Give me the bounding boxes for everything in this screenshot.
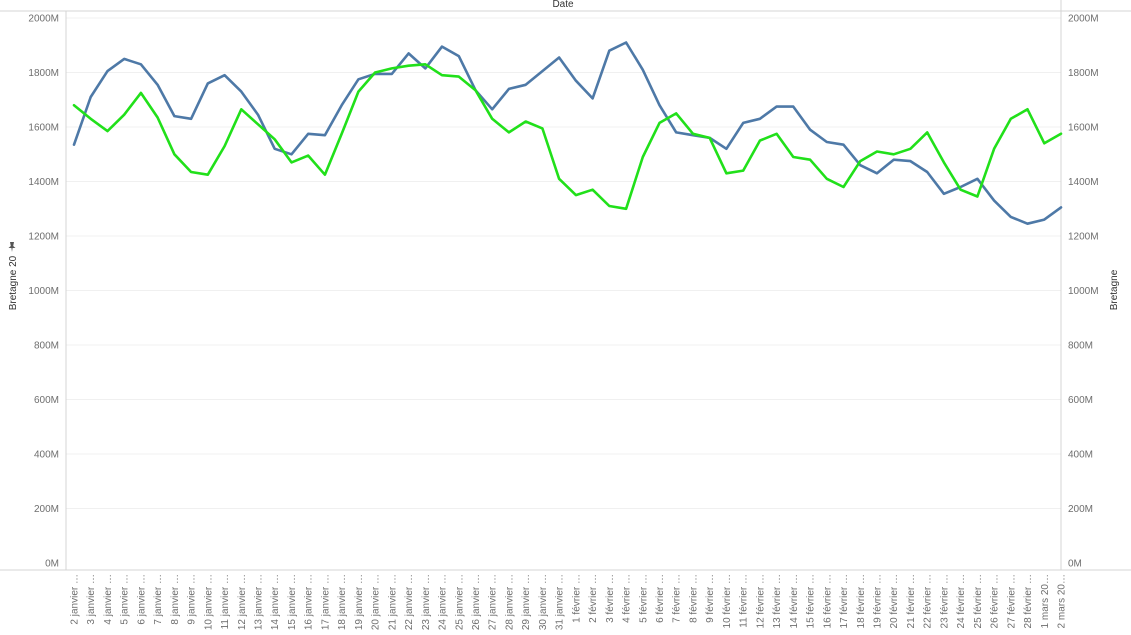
x-tick-label: 2 mars 20… <box>1057 574 1068 628</box>
left-y-tick-label: 600M <box>34 395 59 406</box>
left-y-tick-label: 400M <box>34 450 59 461</box>
x-tick-label: 17 janvier … <box>320 574 331 630</box>
x-tick-label: 6 janvier … <box>136 574 147 625</box>
x-tick-label: 28 janvier … <box>504 574 515 630</box>
right-y-tick-label: 1400M <box>1068 177 1099 188</box>
right-y-tick-label: 800M <box>1068 341 1093 352</box>
x-tick-label: 4 février … <box>622 574 633 623</box>
right-y-tick-label: 2000M <box>1068 14 1099 25</box>
x-tick-label: 20 janvier … <box>371 574 382 630</box>
x-tick-label: 2 février … <box>588 574 599 623</box>
x-tick-label: 19 février … <box>873 574 884 628</box>
x-tick-label: 8 janvier … <box>170 574 181 625</box>
x-tick-label: 16 février … <box>822 574 833 628</box>
x-tick-label: 23 janvier … <box>421 574 432 630</box>
x-tick-label: 4 janvier … <box>103 574 114 625</box>
right-y-tick-label: 600M <box>1068 395 1093 406</box>
x-tick-label: 24 janvier … <box>438 574 449 630</box>
x-tick-label: 26 janvier … <box>471 574 482 630</box>
x-tick-label: 5 février … <box>638 574 649 623</box>
x-tick-label: 14 février … <box>789 574 800 628</box>
x-tick-label: 16 janvier … <box>304 574 315 630</box>
series-line-1[interactable] <box>72 41 1063 225</box>
x-tick-label: 17 février … <box>839 574 850 628</box>
left-y-tick-label: 1400M <box>28 177 59 188</box>
right-y-tick-label: 200M <box>1068 504 1093 515</box>
x-tick-label: 24 février … <box>956 574 967 628</box>
right-y-tick-label: 1800M <box>1068 68 1099 79</box>
x-tick-label: 11 janvier … <box>220 574 231 629</box>
column-header-title[interactable]: Date <box>552 0 574 10</box>
right-axis-title[interactable]: Bretagne <box>1109 269 1120 310</box>
left-y-tick-label: 2000M <box>28 14 59 25</box>
left-axis-title-group[interactable]: Bretagne 20 <box>8 242 19 310</box>
x-tick-label: 20 février … <box>889 574 900 628</box>
x-tick-label: 7 février … <box>672 574 683 623</box>
x-tick-label: 22 janvier … <box>404 574 415 630</box>
left-y-tick-label: 1200M <box>28 232 59 243</box>
x-tick-label: 27 février … <box>1006 574 1017 628</box>
x-tick-label: 2 janvier … <box>70 574 81 625</box>
x-tick-label: 25 janvier … <box>454 574 465 630</box>
x-tick-label: 13 janvier … <box>254 574 265 630</box>
x-tick-label: 8 février … <box>689 574 700 623</box>
x-tick-label: 29 janvier … <box>521 574 532 630</box>
x-tick-label: 15 février … <box>806 574 817 628</box>
left-y-tick-label: 1000M <box>28 286 59 297</box>
x-tick-label: 9 janvier … <box>187 574 198 625</box>
x-tick-label: 13 février … <box>772 574 783 628</box>
x-tick-label: 25 février … <box>973 574 984 628</box>
left-axis-title[interactable]: Bretagne 20 <box>8 255 19 310</box>
x-tick-label: 18 janvier … <box>337 574 348 630</box>
right-y-tick-label: 1000M <box>1068 286 1099 297</box>
x-tick-label: 3 février … <box>605 574 616 623</box>
axis-lines <box>0 0 1131 571</box>
x-tick-label: 9 février … <box>705 574 716 623</box>
x-tick-label: 30 janvier … <box>538 574 549 630</box>
x-tick-label: 19 janvier … <box>354 574 365 630</box>
gridlines <box>66 17 1061 509</box>
x-tick-label: 12 février … <box>755 574 766 628</box>
x-axis-ticks: 2 janvier … 3 janvier … 4 janvier … 5 janvi… <box>70 574 1068 630</box>
series-lines <box>72 41 1063 225</box>
left-y-tick-label: 200M <box>34 504 59 515</box>
right-axis-title-group[interactable]: Bretagne <box>1109 269 1120 310</box>
x-tick-label: 23 février … <box>939 574 950 628</box>
x-tick-label: 26 février … <box>990 574 1001 628</box>
x-tick-label: 27 janvier … <box>488 574 499 630</box>
right-axis-ticks: 0M 200M 400M 600M 800M 1000M 1200M 1400M 1600M 18… <box>1068 14 1099 570</box>
pin-icon <box>8 242 16 252</box>
x-tick-label: 28 février … <box>1023 574 1034 628</box>
left-y-tick-label: 1600M <box>28 123 59 134</box>
left-y-tick-label: 0M <box>45 559 59 570</box>
x-tick-label: 5 janvier … <box>120 574 131 625</box>
x-tick-label: 3 janvier … <box>86 574 97 625</box>
x-tick-label: 22 février … <box>923 574 934 628</box>
x-tick-label: 21 janvier … <box>387 574 398 630</box>
x-tick-label: 1 février … <box>571 574 582 623</box>
x-tick-label: 11 février … <box>739 574 750 628</box>
right-y-tick-label: 1600M <box>1068 123 1099 134</box>
x-tick-label: 18 février … <box>856 574 867 628</box>
x-tick-label: 31 janvier … <box>555 574 566 630</box>
x-tick-label: 1 mars 20… <box>1040 574 1051 628</box>
x-tick-label: 6 février … <box>655 574 666 623</box>
left-axis-ticks: 0M 200M 400M 600M 800M 1000M 1200M 1400M 1600M 18… <box>28 14 59 570</box>
x-tick-label: 15 janvier … <box>287 574 298 630</box>
x-tick-label: 7 janvier … <box>153 574 164 625</box>
x-tick-label: 10 février … <box>722 574 733 628</box>
left-y-tick-label: 800M <box>34 341 59 352</box>
right-y-tick-label: 400M <box>1068 450 1093 461</box>
series-line-2[interactable] <box>72 63 1063 211</box>
x-tick-label: 21 février … <box>906 574 917 628</box>
x-tick-label: 14 janvier … <box>270 574 281 630</box>
right-y-tick-label: 0M <box>1068 559 1082 570</box>
right-y-tick-label: 1200M <box>1068 232 1099 243</box>
x-tick-label: 10 janvier … <box>203 574 214 630</box>
left-y-tick-label: 1800M <box>28 68 59 79</box>
x-tick-label: 12 janvier … <box>237 574 248 630</box>
